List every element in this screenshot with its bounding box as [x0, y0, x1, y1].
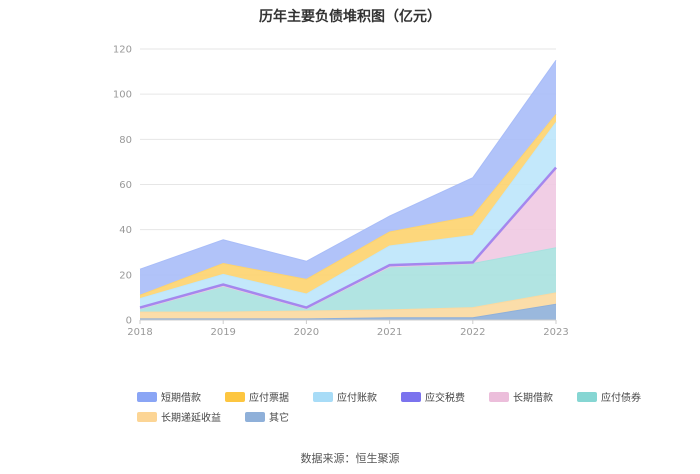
y-tick-label: 120	[113, 45, 132, 56]
y-tick-label: 0	[126, 316, 132, 327]
axes: 0 20 40 60 80 100 120 2018 2019 2020 2021 2022 2023	[113, 45, 569, 339]
x-tick-label: 2018	[127, 327, 152, 338]
y-tick-label: 40	[119, 225, 132, 236]
legend-swatch	[137, 392, 157, 402]
x-tick-label: 2019	[210, 327, 235, 338]
legend-label: 长期借款	[513, 391, 553, 404]
legend-swatch	[401, 392, 421, 402]
line-应付票据	[139, 114, 557, 296]
line-其它	[140, 303, 557, 320]
x-tick-label: 2021	[377, 327, 402, 338]
legend-swatch	[577, 392, 597, 402]
data-source: 数据来源：恒生聚源	[300, 452, 400, 465]
line-长期递延收益	[140, 292, 557, 313]
y-tick-label: 20	[119, 270, 132, 281]
legend-label: 短期借款	[161, 391, 201, 404]
legend-swatch	[137, 412, 157, 422]
legend-label: 应交税费	[425, 391, 465, 404]
legend-swatch	[489, 392, 509, 402]
area-应付账款	[140, 122, 556, 308]
legend-label: 其它	[269, 411, 289, 424]
area-应付票据	[140, 114, 556, 299]
legend-label: 应付债券	[601, 391, 641, 404]
x-tick-label: 2022	[460, 327, 485, 338]
series-lines	[139, 60, 557, 320]
x-tick-label: 2023	[543, 327, 568, 338]
area-长期递延收益	[140, 292, 556, 319]
legend-swatch	[313, 392, 333, 402]
legend-label: 应付账款	[337, 391, 377, 404]
legend-swatch	[245, 412, 265, 422]
line-应付账款	[139, 122, 557, 300]
line-短期借款	[139, 60, 557, 270]
legend-label: 长期递延收益	[161, 411, 221, 424]
area-短期借款	[140, 60, 556, 296]
legend-label: 应付票据	[249, 391, 289, 404]
y-tick-label: 100	[113, 90, 132, 101]
area-应付债券	[140, 247, 556, 313]
line-应交税费	[139, 166, 557, 309]
area-series	[140, 60, 556, 320]
y-tick-label: 60	[119, 180, 132, 191]
area-其它	[140, 304, 556, 320]
x-tick-label: 2020	[294, 327, 319, 338]
y-tick-label: 80	[119, 135, 132, 146]
chart-title: 历年主要负债堆积图（亿元）	[259, 9, 441, 25]
legend-swatch	[225, 392, 245, 402]
